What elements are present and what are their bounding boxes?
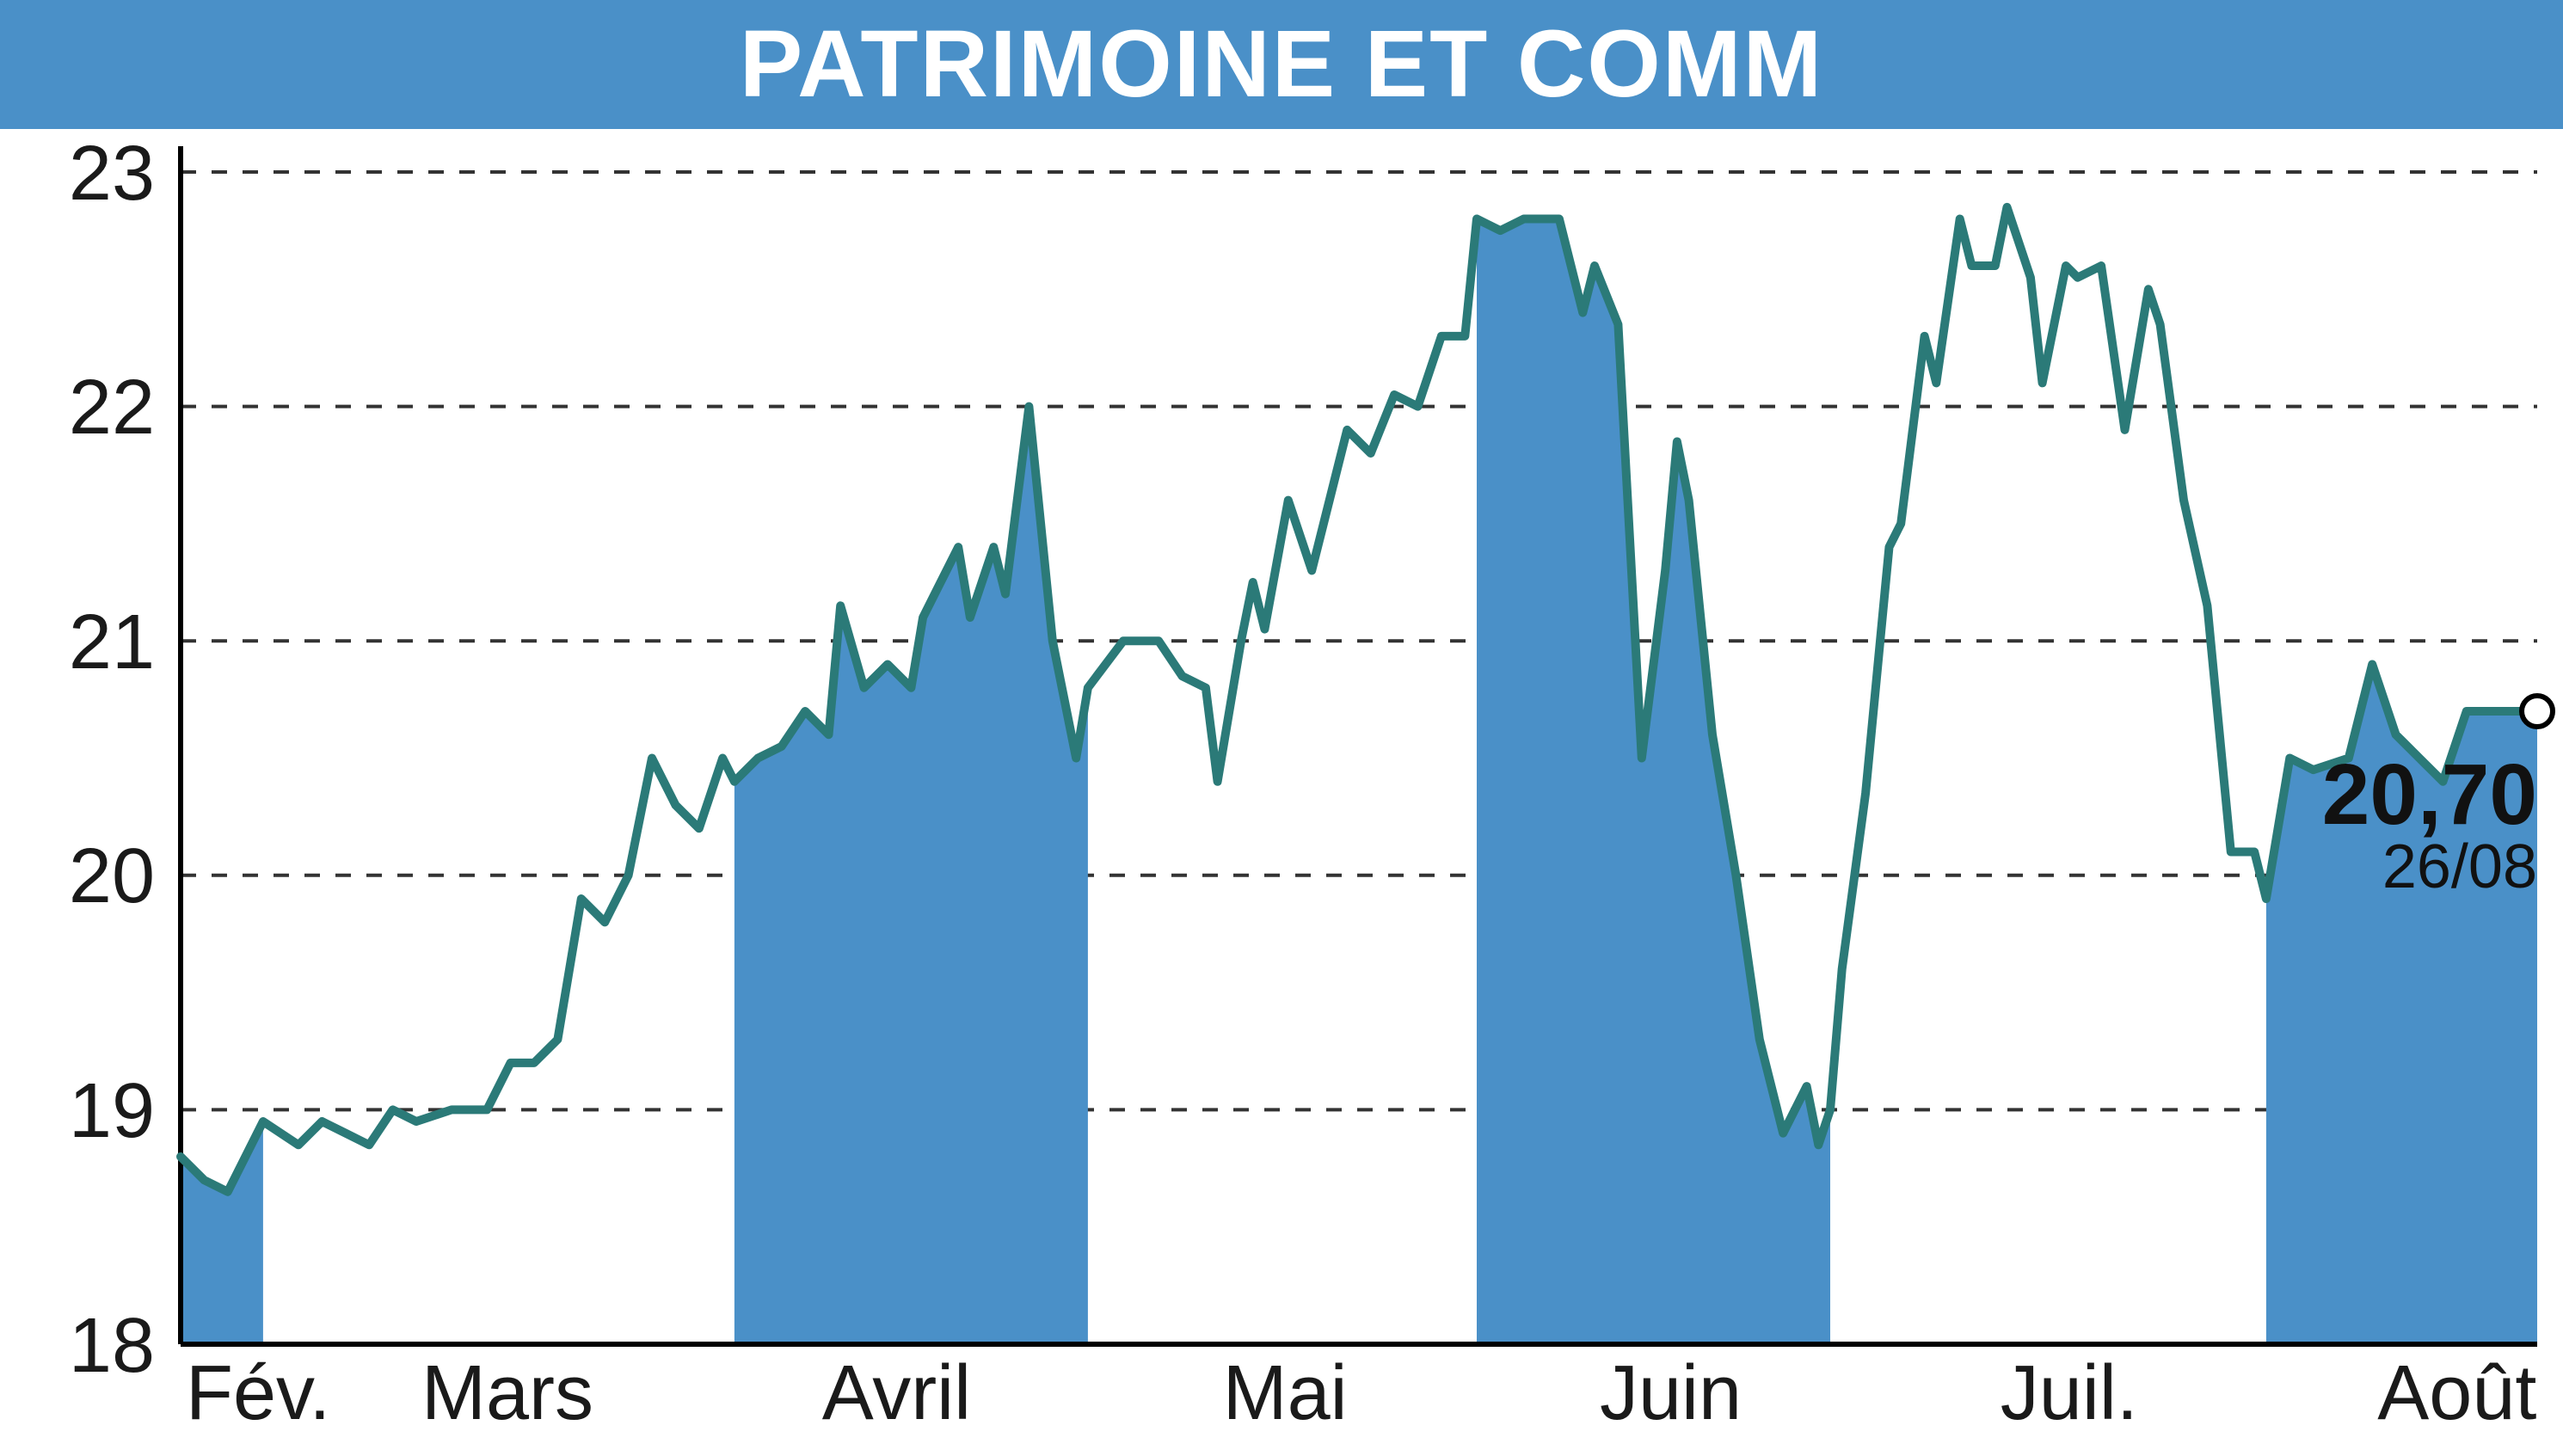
x-tick-label: Mars (421, 1349, 593, 1438)
axis-labels-layer: 18 19 20 21 22 23 Fév. Mars Avril Mai Juin Juil. Aoû… (0, 0, 2563, 1456)
y-tick-label: 18 (0, 1302, 155, 1391)
current-date-label: 26/08 (2279, 832, 2537, 902)
x-tick-label: Fév. (186, 1349, 330, 1438)
y-tick-label: 23 (0, 130, 155, 218)
y-tick-label: 21 (0, 599, 155, 687)
chart-container: PATRIMOINE ET COMM 181920212223Fév.MarsA… (0, 0, 2563, 1456)
x-tick-label: Juin (1600, 1349, 1742, 1438)
x-tick-label: Juil. (2001, 1349, 2138, 1438)
current-value-label: 20,70 (2279, 746, 2537, 845)
y-tick-label: 22 (0, 364, 155, 452)
y-tick-label: 20 (0, 832, 155, 921)
y-tick-label: 19 (0, 1067, 155, 1156)
x-tick-label: Avril (822, 1349, 971, 1438)
x-tick-label: Mai (1223, 1349, 1348, 1438)
x-tick-label: Août (2377, 1349, 2536, 1438)
